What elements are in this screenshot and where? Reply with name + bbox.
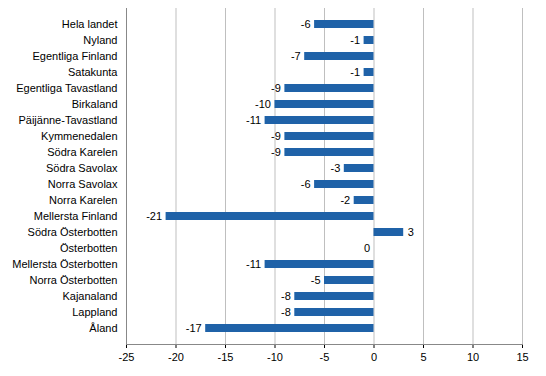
svg-text:-5: -5 — [320, 351, 330, 363]
svg-text:3: 3 — [408, 226, 414, 238]
svg-text:-11: -11 — [246, 258, 261, 270]
svg-text:-5: -5 — [311, 274, 321, 286]
svg-text:Norra Karelen: Norra Karelen — [49, 194, 117, 206]
svg-text:-10: -10 — [255, 98, 271, 110]
svg-text:-9: -9 — [271, 146, 281, 158]
svg-text:-8: -8 — [281, 306, 291, 318]
svg-text:-21: -21 — [146, 210, 162, 222]
svg-text:Södra Savolax: Södra Savolax — [46, 162, 118, 174]
svg-text:Norra Savolax: Norra Savolax — [48, 178, 118, 190]
svg-text:-7: -7 — [291, 50, 301, 62]
svg-text:-17: -17 — [186, 322, 202, 334]
svg-text:Nyland: Nyland — [83, 34, 117, 46]
svg-text:Egentliga Tavastland: Egentliga Tavastland — [16, 82, 117, 94]
svg-text:Norra Österbotten: Norra Österbotten — [29, 274, 117, 286]
svg-text:-6: -6 — [301, 18, 311, 30]
svg-text:Lappland: Lappland — [72, 306, 117, 318]
svg-text:5: 5 — [420, 351, 426, 363]
svg-text:-9: -9 — [271, 82, 281, 94]
svg-text:15: 15 — [516, 351, 528, 363]
svg-text:-15: -15 — [218, 351, 234, 363]
svg-text:10: 10 — [467, 351, 479, 363]
svg-text:Kajanaland: Kajanaland — [62, 290, 117, 302]
svg-text:Kymmenedalen: Kymmenedalen — [41, 130, 117, 142]
svg-text:0: 0 — [371, 351, 377, 363]
svg-text:-1: -1 — [350, 66, 360, 78]
svg-text:-2: -2 — [340, 194, 350, 206]
svg-text:Österbotten: Österbotten — [60, 242, 117, 254]
svg-text:Mellersta Österbotten: Mellersta Österbotten — [12, 258, 117, 270]
svg-text:Södra Österbotten: Södra Österbotten — [28, 226, 118, 238]
svg-text:-25: -25 — [119, 351, 135, 363]
svg-text:Mellersta Finland: Mellersta Finland — [34, 210, 118, 222]
svg-text:Södra Karelen: Södra Karelen — [47, 146, 117, 158]
svg-text:-1: -1 — [350, 34, 360, 46]
svg-text:-3: -3 — [331, 162, 341, 174]
svg-text:0: 0 — [364, 242, 370, 254]
svg-text:-8: -8 — [281, 290, 291, 302]
svg-text:Hela landet: Hela landet — [62, 18, 118, 30]
svg-text:-9: -9 — [271, 130, 281, 142]
svg-text:Päijänne-Tavastland: Päijänne-Tavastland — [18, 114, 117, 126]
svg-text:Satakunta: Satakunta — [68, 66, 118, 78]
svg-text:-20: -20 — [168, 351, 184, 363]
svg-text:Birkaland: Birkaland — [72, 98, 118, 110]
svg-text:-11: -11 — [246, 114, 261, 126]
svg-text:-10: -10 — [267, 351, 283, 363]
svg-text:Åland: Åland — [89, 322, 117, 334]
svg-text:-6: -6 — [301, 178, 311, 190]
svg-text:Egentliga Finland: Egentliga Finland — [32, 50, 117, 62]
